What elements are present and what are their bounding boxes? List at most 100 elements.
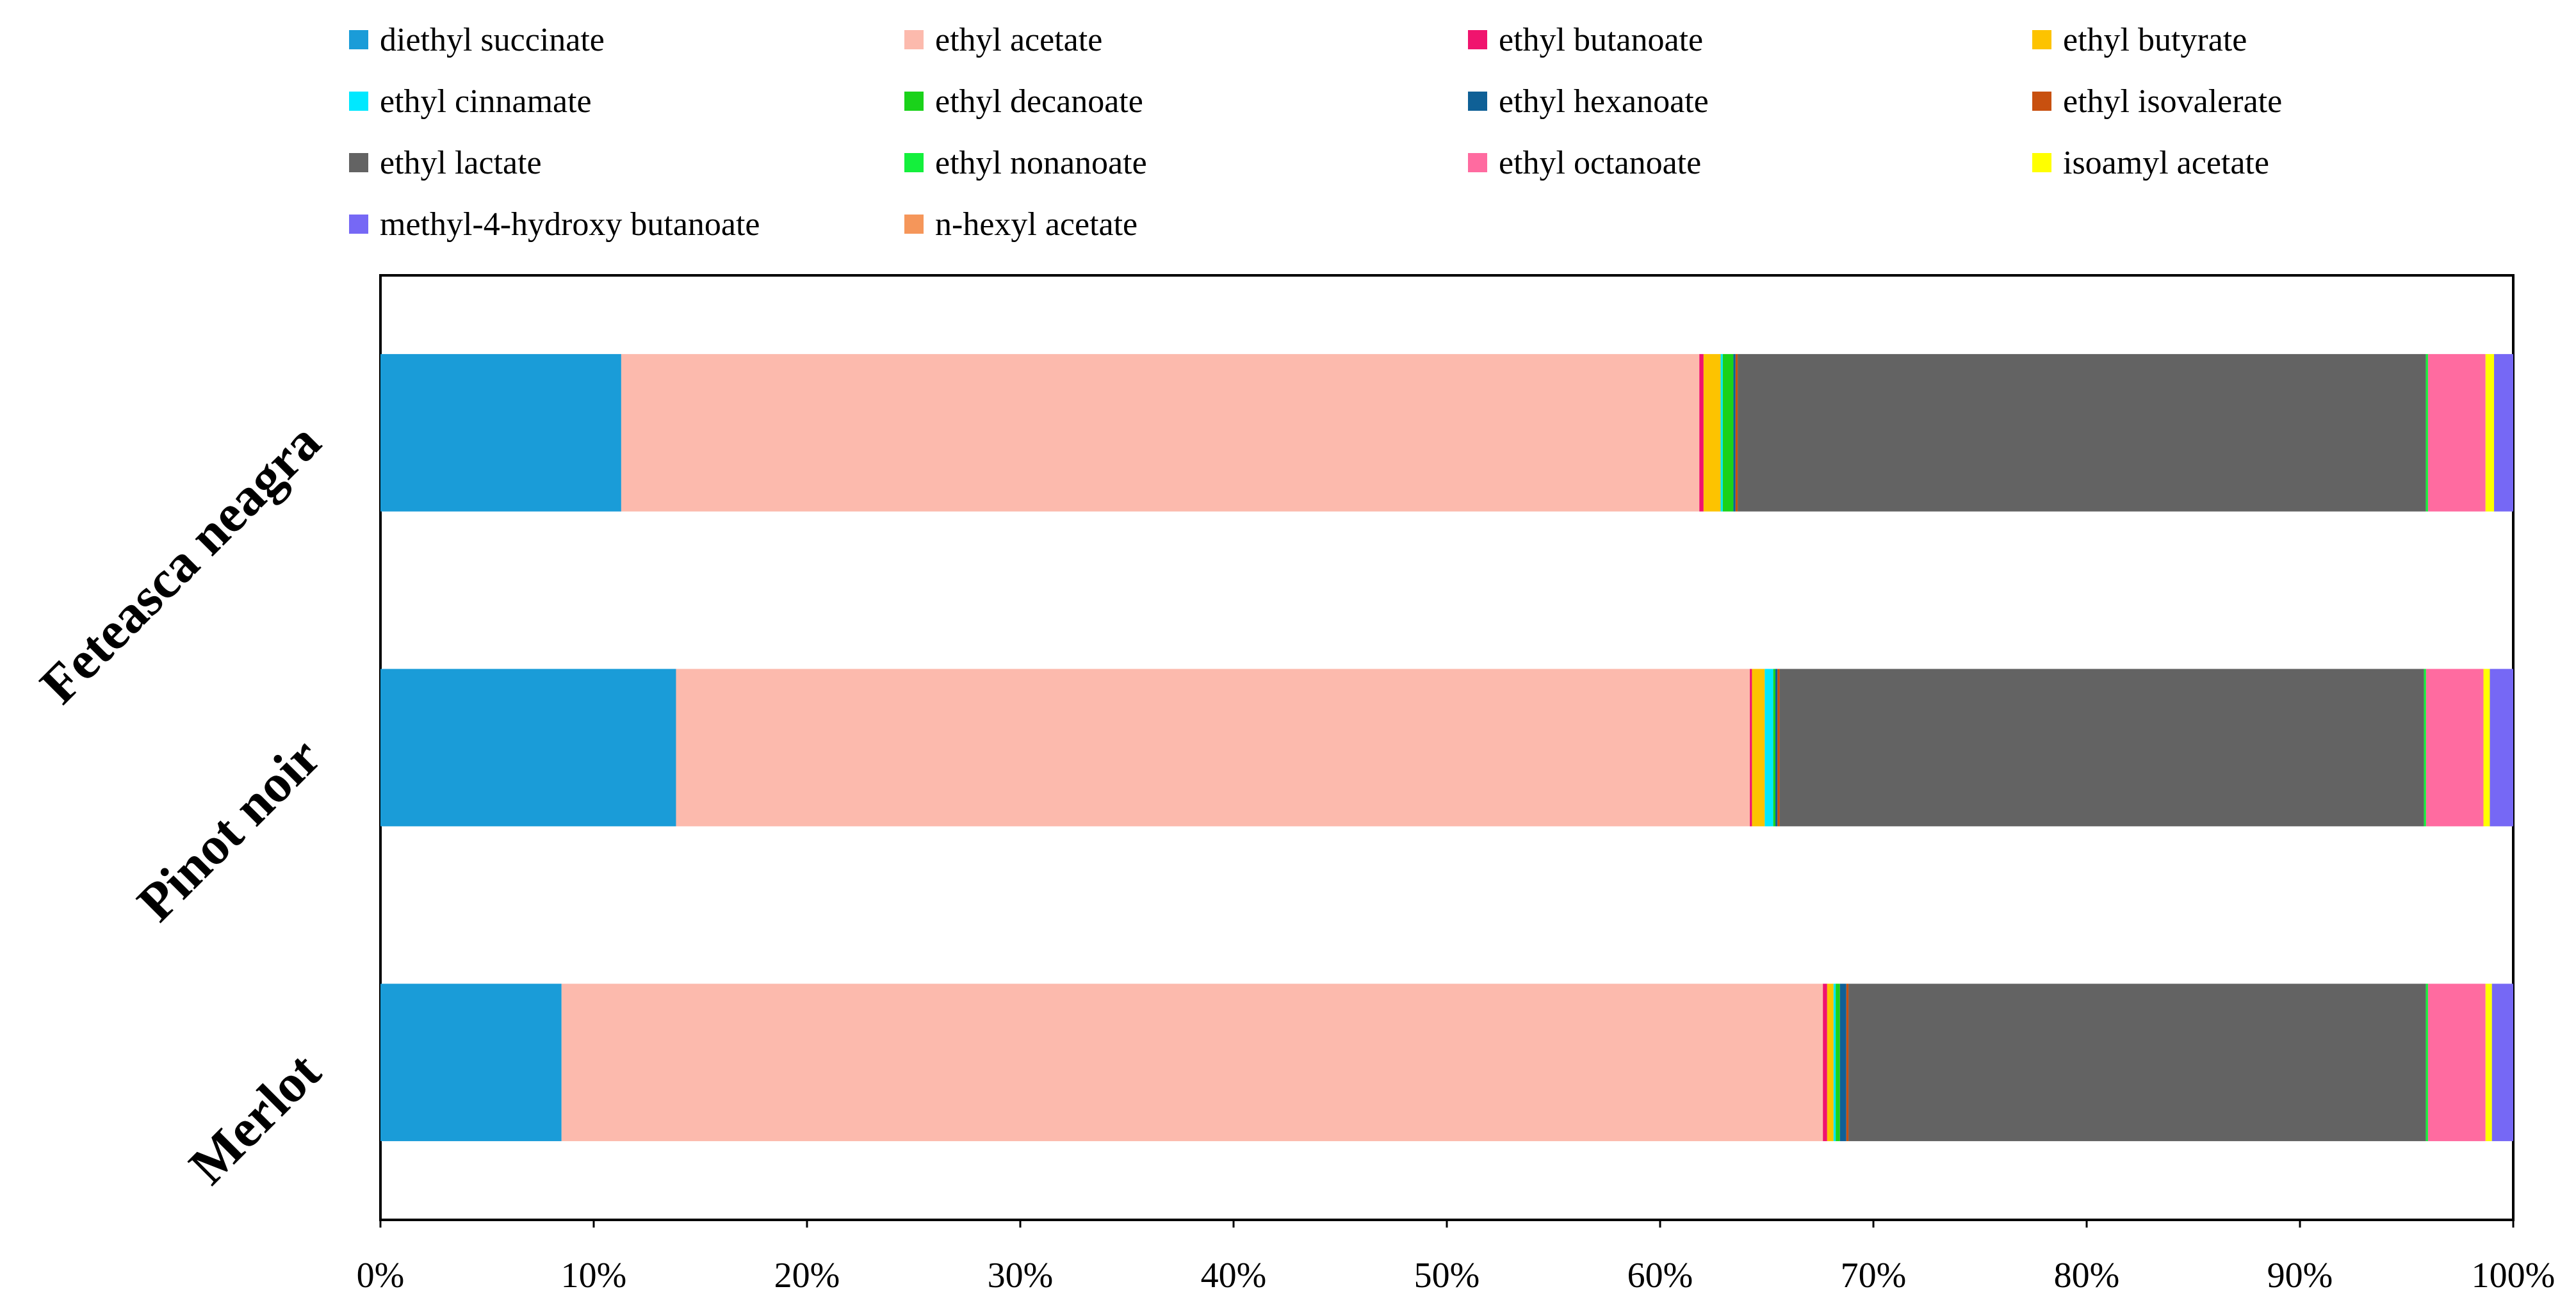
legend-swatch: [904, 30, 924, 49]
legend-swatch: [2032, 153, 2051, 172]
bar-segment: [676, 669, 1750, 827]
bar-segment: [2485, 353, 2495, 512]
legend-item: methyl-4-hydroxy butanoate: [349, 195, 760, 253]
chart-legend: diethyl succinate ethyl acetate ethyl buta…: [0, 0, 2576, 269]
bar-segment: [2491, 984, 2513, 1142]
bar-segment: [1720, 353, 1723, 512]
legend-label: isoamyl acetate: [2063, 144, 2269, 181]
bar-segment: [1777, 669, 1780, 827]
legend-label: ethyl acetate: [935, 21, 1103, 58]
bar-segment: [2494, 353, 2513, 512]
legend-label: n-hexyl acetate: [935, 206, 1138, 243]
bar-segments: [380, 353, 2513, 1142]
bar-segment: [1775, 669, 1778, 827]
bar-segment: [1750, 669, 1752, 827]
x-tick-label: 50%: [1414, 1256, 1480, 1295]
bar-segment: [1735, 353, 1738, 512]
legend-label: ethyl nonanoate: [935, 144, 1147, 181]
legend-item: ethyl lactate: [349, 134, 542, 191]
x-tick-label: 100%: [2472, 1256, 2556, 1295]
legend-swatch: [1468, 30, 1487, 49]
legend-label: diethyl succinate: [380, 21, 605, 58]
bar-segment: [2485, 984, 2492, 1142]
legend-item: ethyl decanoate: [904, 72, 1143, 130]
legend-swatch: [2032, 92, 2051, 111]
bar-segment: [2483, 669, 2490, 827]
bar-segment: [380, 669, 676, 827]
x-tick-label: 0%: [357, 1256, 405, 1295]
bar-segment: [1699, 353, 1704, 512]
legend-item: ethyl isovalerate: [2032, 72, 2282, 130]
legend-label: ethyl butanoate: [1499, 21, 1704, 58]
legend-label: ethyl isovalerate: [2063, 83, 2283, 120]
bar-segment: [1752, 669, 1765, 827]
bar-segment: [1846, 984, 1849, 1142]
x-tick-label: 60%: [1627, 1256, 1693, 1295]
legend-label: ethyl hexanoate: [1499, 83, 1709, 120]
legend-item: ethyl butanoate: [1468, 11, 1703, 69]
category-label: Feteasca neagra: [29, 412, 332, 715]
bar-segment: [1823, 984, 1827, 1142]
bar-segment: [1839, 984, 1846, 1142]
bar-segment: [1848, 984, 2426, 1142]
legend-item: ethyl octanoate: [1468, 134, 1701, 191]
legend-item: ethyl acetate: [904, 11, 1102, 69]
bar-segment: [2425, 353, 2428, 512]
bar-segment: [2425, 984, 2428, 1142]
x-tick-label: 40%: [1201, 1256, 1267, 1295]
legend-label: ethyl butyrate: [2063, 21, 2247, 58]
bar-segment: [2490, 669, 2513, 827]
legend-label: ethyl lactate: [380, 144, 542, 181]
legend-label: ethyl cinnamate: [380, 83, 592, 120]
legend-item: isoamyl acetate: [2032, 134, 2269, 191]
bar-segment: [1779, 669, 2424, 827]
legend-item: ethyl hexanoate: [1468, 72, 1709, 130]
x-axis-ticks: 0% 10% 20% 30% 40% 50% 60% 70% 80% 90% 100%: [357, 1220, 2556, 1295]
legend-item: n-hexyl acetate: [904, 195, 1137, 253]
legend-item: ethyl butyrate: [2032, 11, 2247, 69]
legend-label: ethyl decanoate: [935, 83, 1143, 120]
legend-swatch: [349, 153, 368, 172]
x-tick-label: 10%: [561, 1256, 627, 1295]
bar-segment: [2427, 984, 2486, 1142]
bar-segment: [1703, 353, 1721, 512]
bar-segment: [1738, 353, 2426, 512]
x-tick-label: 20%: [774, 1256, 840, 1295]
legend-swatch: [349, 215, 368, 234]
legend-swatch: [2032, 30, 2051, 49]
bar-segment: [621, 353, 1700, 512]
legend-swatch: [1468, 153, 1487, 172]
bar-segment: [2424, 669, 2426, 827]
category-label: Pinot noir: [126, 727, 332, 933]
legend-swatch: [349, 92, 368, 111]
bar-segment: [380, 984, 562, 1142]
bar-segment: [1833, 984, 1836, 1142]
bar-segment: [2425, 669, 2484, 827]
bar-segment: [1836, 984, 1840, 1142]
legend-item: ethyl cinnamate: [349, 72, 592, 130]
legend-label: methyl-4-hydroxy butanoate: [380, 206, 760, 243]
bar-segment: [1765, 669, 1773, 827]
x-tick-label: 70%: [1841, 1256, 1907, 1295]
legend-item: ethyl nonanoate: [904, 134, 1147, 191]
bar-segment: [561, 984, 1823, 1142]
legend-swatch: [904, 92, 924, 111]
bar-segment: [1773, 669, 1775, 827]
legend-item: diethyl succinate: [349, 11, 605, 69]
legend-swatch: [349, 30, 368, 49]
bar-segment: [1733, 353, 1736, 512]
x-tick-label: 90%: [2267, 1256, 2333, 1295]
x-tick-label: 30%: [988, 1256, 1054, 1295]
legend-label: ethyl octanoate: [1499, 144, 1702, 181]
legend-swatch: [904, 153, 924, 172]
category-label: Merlot: [178, 1042, 332, 1196]
bar-segment: [380, 353, 621, 512]
legend-swatch: [1468, 92, 1487, 111]
x-tick-label: 80%: [2054, 1256, 2120, 1295]
legend-swatch: [904, 215, 924, 234]
bar-segment: [1827, 984, 1834, 1142]
bar-segment: [2427, 353, 2486, 512]
bar-segment: [1722, 353, 1734, 512]
